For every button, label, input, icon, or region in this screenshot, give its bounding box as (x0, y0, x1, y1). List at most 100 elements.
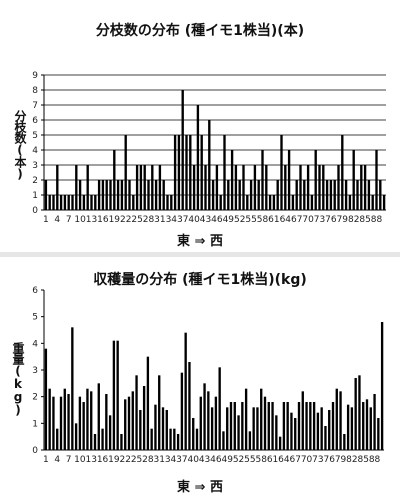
y-tick-label: 2 (32, 176, 38, 186)
bar (333, 180, 336, 210)
bar (229, 402, 233, 450)
bar (261, 150, 264, 210)
y-tick-label: 0 (32, 206, 38, 216)
bar (246, 195, 249, 210)
bar (291, 195, 295, 210)
y-tick-label: 9 (32, 71, 38, 81)
bar (135, 375, 138, 450)
bar (59, 195, 63, 210)
bar (195, 428, 199, 450)
x-tick-label: 58 (255, 455, 267, 465)
bar (268, 195, 272, 210)
harvest-weight-chart: 収穫量の分布 (種イモ1株当)(kg) 重量(kg) 0 1 2 3 4 5 6 1 4 7 10 1… (0, 257, 400, 501)
bar (147, 180, 150, 210)
x-tick-label: 19 (108, 455, 120, 465)
x-tick-label: 40 (188, 215, 200, 225)
bar (314, 150, 317, 210)
y-axis-label: 分枝数(本) (13, 110, 27, 180)
bar (237, 415, 240, 450)
bar (253, 165, 257, 210)
x-tick-label: 49 (223, 215, 235, 225)
bar (271, 402, 274, 450)
bar (166, 195, 169, 210)
bar (284, 165, 287, 210)
bar (146, 356, 150, 450)
bar (215, 165, 219, 210)
bar (339, 391, 342, 450)
y-tick-label: 7 (32, 101, 38, 111)
bar (290, 412, 293, 450)
bar (188, 362, 191, 450)
bar (267, 402, 270, 450)
x-tick-label: 43 (199, 455, 210, 465)
bar (365, 399, 369, 450)
x-tick-label: 73 (312, 455, 323, 465)
bar (131, 391, 134, 450)
bar (132, 195, 135, 210)
bar (120, 434, 123, 450)
bar (380, 322, 384, 450)
x-tick-label: 1 (43, 215, 49, 225)
bar (362, 402, 365, 450)
x-axis-label: 東 ⇒ 西 (177, 480, 223, 495)
bar (124, 399, 127, 450)
bar (192, 418, 195, 450)
bar (287, 150, 291, 210)
y-tick-label: 4 (32, 339, 38, 349)
bar (282, 402, 286, 450)
bar (373, 394, 376, 450)
bar (320, 407, 323, 450)
bar (382, 195, 386, 210)
y-tick-label: 0 (32, 446, 38, 456)
bar (218, 367, 221, 450)
bar (379, 180, 382, 210)
bar (112, 340, 116, 450)
bar (67, 195, 70, 210)
bar (97, 383, 100, 450)
x-tick-label: 70 (301, 455, 313, 465)
bar (222, 431, 225, 450)
x-tick-label: 31 (154, 215, 165, 225)
x-tick-label: 85 (357, 455, 368, 465)
chart-divider (0, 252, 400, 257)
bar (337, 165, 340, 210)
bar (207, 391, 210, 450)
bar (124, 135, 127, 210)
bar (335, 388, 338, 450)
bar (142, 386, 146, 450)
bar (200, 135, 203, 210)
bar (74, 423, 78, 450)
bar (263, 396, 267, 450)
bar (301, 391, 304, 450)
x-tick-label: 16 (97, 215, 109, 225)
x-tick-label: 19 (109, 215, 121, 225)
bar (90, 195, 93, 210)
bar (260, 388, 263, 450)
bar (278, 436, 282, 450)
bar (93, 434, 97, 450)
bar (101, 180, 105, 210)
bar (48, 388, 51, 450)
x-tick-label: 34 (165, 455, 177, 465)
bar (244, 388, 248, 450)
bar (116, 180, 120, 210)
x-tick-label: 37 (176, 455, 187, 465)
bar (328, 410, 331, 450)
bar (105, 394, 108, 450)
bar (234, 165, 238, 210)
x-tick-label: 76 (323, 455, 335, 465)
y-tick-label: 6 (32, 116, 38, 126)
bar (154, 404, 157, 450)
x-tick-label: 22 (120, 215, 131, 225)
x-tick-label: 85 (359, 215, 370, 225)
bar (71, 195, 74, 210)
bar (105, 180, 108, 210)
x-tick-label: 31 (153, 455, 164, 465)
bar (185, 135, 188, 210)
bar (346, 404, 350, 450)
bar (139, 165, 143, 210)
bar (204, 165, 207, 210)
bar (223, 135, 226, 210)
bar (71, 327, 74, 450)
bar (276, 180, 279, 210)
